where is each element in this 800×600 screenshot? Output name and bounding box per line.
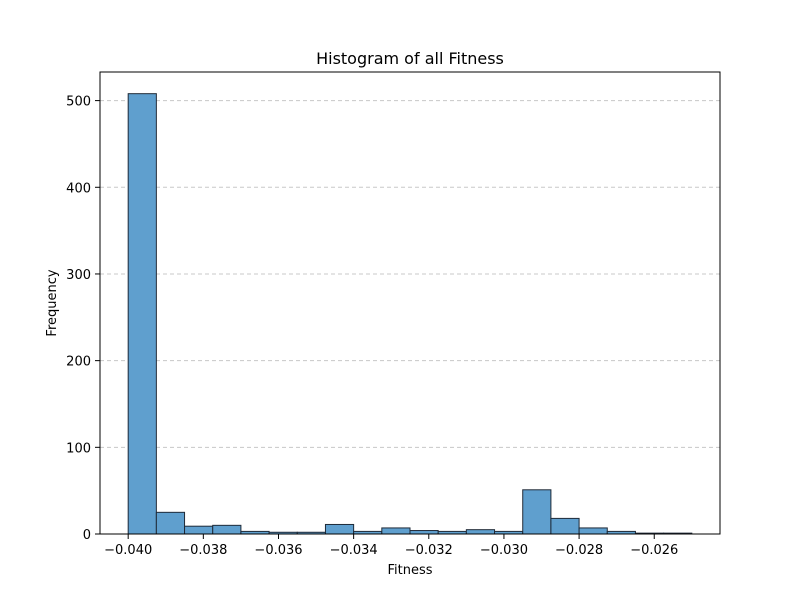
histogram-bar (578, 527, 608, 535)
y-axis: 0 100 200 300 400 500 (66, 95, 100, 543)
histogram-bar (522, 489, 552, 535)
x-tick-label: −0.034 (330, 543, 378, 558)
x-tick-label: −0.026 (630, 543, 678, 558)
y-tick-label: 400 (66, 181, 91, 196)
x-tick-label: −0.030 (480, 543, 528, 558)
histogram-bar (212, 524, 242, 535)
x-tick-label: −0.040 (104, 543, 152, 558)
x-tick-label: −0.036 (254, 543, 302, 558)
grid-lines (100, 100, 720, 448)
histogram-bars (127, 93, 693, 535)
x-axis-label: Fitness (387, 563, 432, 578)
histogram-bar (184, 525, 214, 535)
y-tick-label: 300 (66, 268, 91, 283)
histogram-bar (324, 523, 355, 535)
x-tick-label: −0.032 (405, 543, 453, 558)
x-tick-label: −0.038 (179, 543, 227, 558)
histogram-bar (409, 530, 439, 535)
y-tick-label: 0 (83, 528, 91, 543)
y-tick-label: 200 (66, 355, 91, 370)
histogram-bar (550, 517, 580, 535)
plot-area-frame (99, 71, 721, 535)
y-axis-label: Frequency (45, 269, 60, 336)
histogram-bar (465, 529, 496, 535)
chart-title: Histogram of all Fitness (316, 49, 504, 68)
x-axis: −0.040 −0.038 −0.036 −0.034 −0.032 −0.030 −0.0… (104, 534, 678, 558)
y-tick-label: 500 (66, 95, 91, 110)
histogram-bar (127, 93, 157, 535)
x-tick-label: −0.028 (555, 543, 603, 558)
histogram-bar (381, 527, 411, 535)
histogram-bar (155, 511, 186, 535)
y-tick-label: 100 (66, 441, 91, 456)
